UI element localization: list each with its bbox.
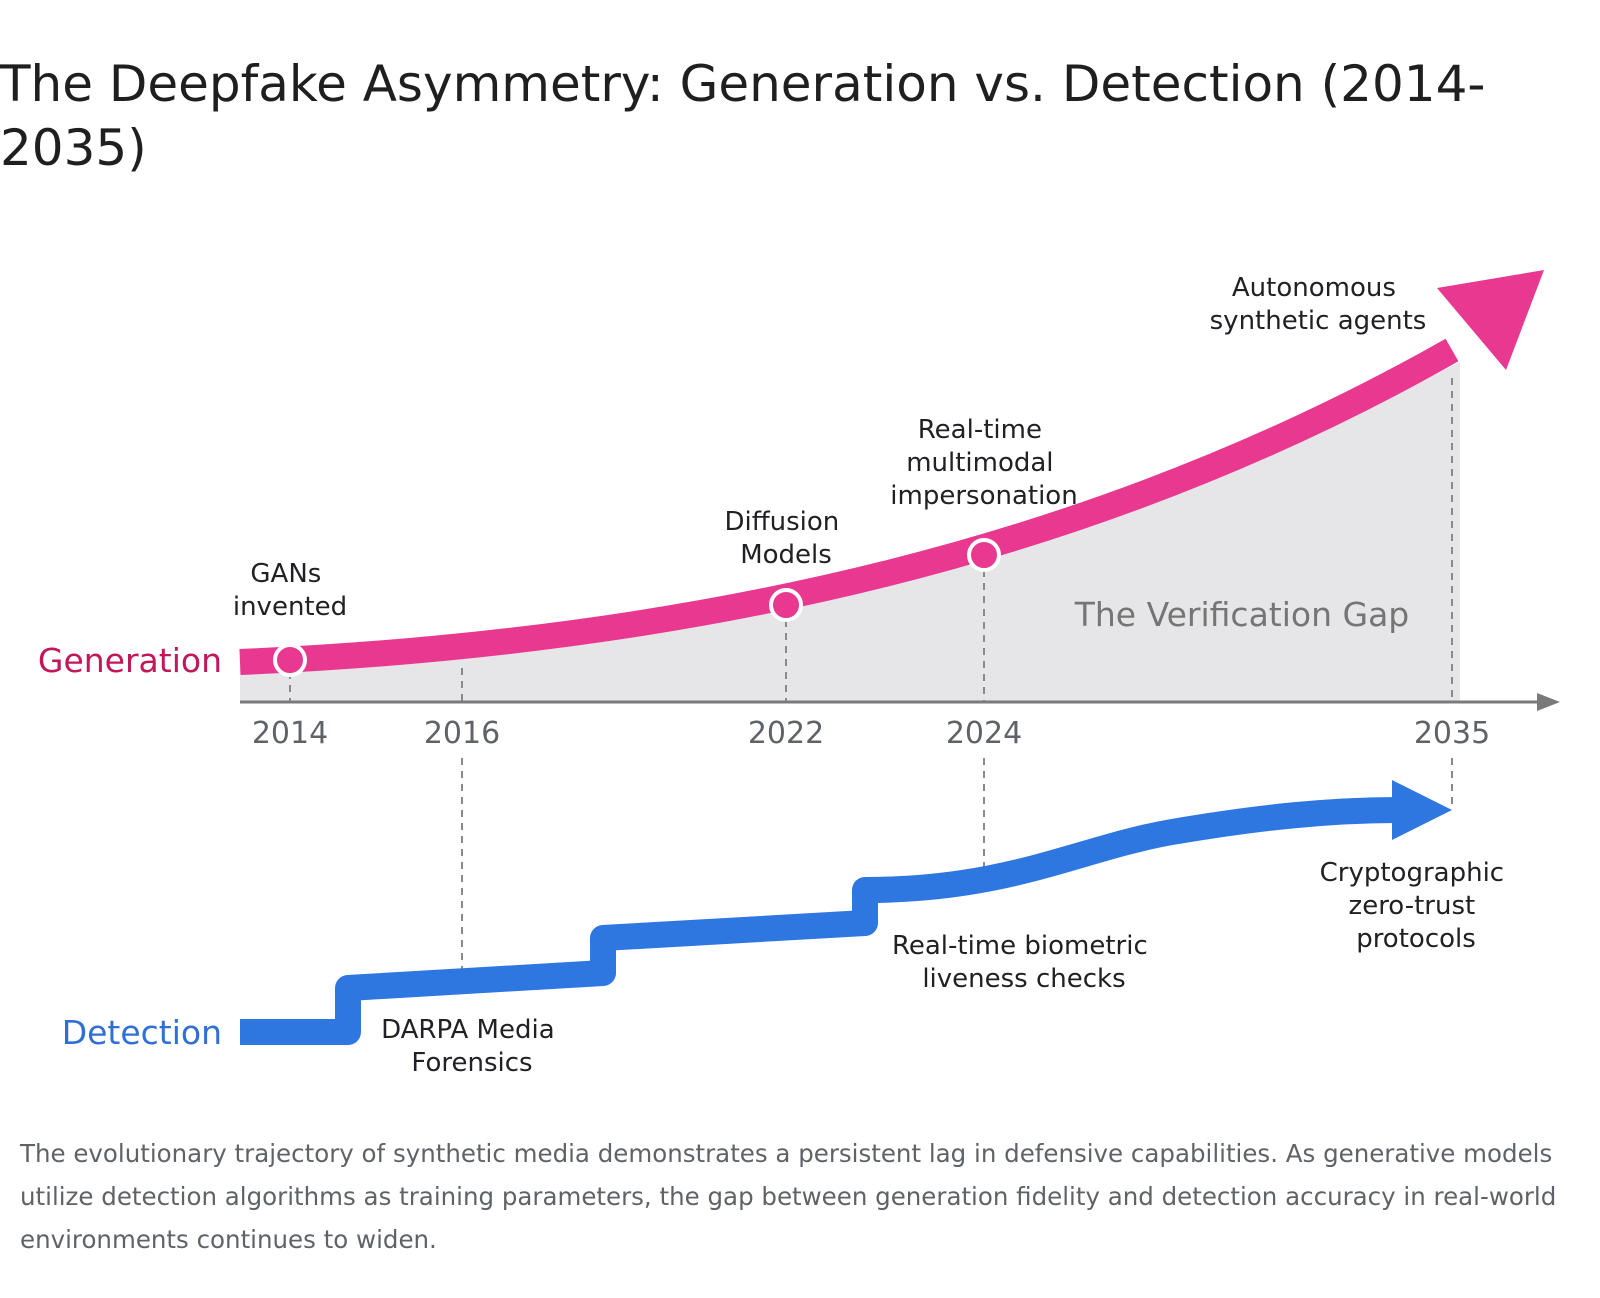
guide-lines [289, 378, 1453, 970]
verification-gap-label: The Verification Gap [1074, 595, 1410, 634]
det-milestone-2035-line: Cryptographic [1320, 858, 1504, 888]
verification-gap-area [240, 362, 1460, 702]
figure-caption: The evolutionary trajectory of synthetic… [20, 1139, 1557, 1254]
gen-milestone-2022-line: Models [740, 540, 832, 570]
det-milestone-2024-line: Real-time biometric [892, 931, 1148, 961]
milestone-marker-2024 [967, 538, 1001, 572]
gen-milestone-2024-line: Real-time [918, 415, 1042, 445]
gen-milestone-2014: GANs invented [233, 559, 347, 622]
timeline-axis-arrowhead [1537, 693, 1560, 711]
asymmetry-diagram: Generation Detection The Verification Ga… [0, 250, 1600, 1120]
det-milestone-2035-line: zero-trust [1349, 891, 1476, 921]
lane-label-detection: Detection [62, 1013, 222, 1052]
generation-arrowhead [1437, 270, 1544, 370]
detection-arrowhead [1392, 780, 1452, 840]
gen-milestone-2035-line: synthetic agents [1210, 306, 1427, 336]
lane-label-generation: Generation [38, 641, 222, 680]
milestone-marker-2022 [769, 588, 803, 622]
gen-milestone-2024: Real-time multimodal impersonation [890, 415, 1077, 511]
det-milestone-2016-line: DARPA Media [381, 1015, 555, 1045]
gen-milestone-2024-line: impersonation [890, 481, 1077, 511]
gen-milestone-2022-line: Diffusion [724, 507, 839, 537]
gen-milestone-2035: Autonomous synthetic agents [1210, 273, 1427, 336]
detection-staircase [240, 797, 1401, 1045]
year-label-2035: 2035 [1414, 716, 1490, 751]
det-milestone-2016-line: Forensics [411, 1048, 532, 1078]
det-milestone-2035-line: protocols [1356, 924, 1476, 954]
generation-curve [239, 338, 1459, 675]
milestone-marker-2014 [273, 643, 307, 677]
year-label-2014: 2014 [252, 716, 328, 751]
det-milestone-2024-line: liveness checks [922, 964, 1125, 994]
year-label-2022: 2022 [748, 716, 824, 751]
year-labels: 2014 2016 2022 2024 2035 [252, 716, 1490, 751]
gen-milestone-2035-line: Autonomous [1232, 273, 1396, 303]
year-label-2016: 2016 [424, 716, 500, 751]
gen-milestone-2022: Diffusion Models [724, 507, 847, 570]
det-milestone-2016: DARPA Media Forensics [381, 1015, 563, 1078]
gen-milestone-2024-line: multimodal [906, 448, 1053, 478]
gen-milestone-2014-line: invented [233, 592, 347, 622]
det-milestone-2024: Real-time biometric liveness checks [892, 931, 1156, 994]
det-milestone-2035: Cryptographic zero-trust protocols [1320, 858, 1513, 954]
gen-milestone-2014-line: GANs [250, 559, 321, 589]
page-title: The Deepfake Asymmetry: Generation vs. D… [0, 55, 1486, 177]
year-label-2024: 2024 [946, 716, 1022, 751]
